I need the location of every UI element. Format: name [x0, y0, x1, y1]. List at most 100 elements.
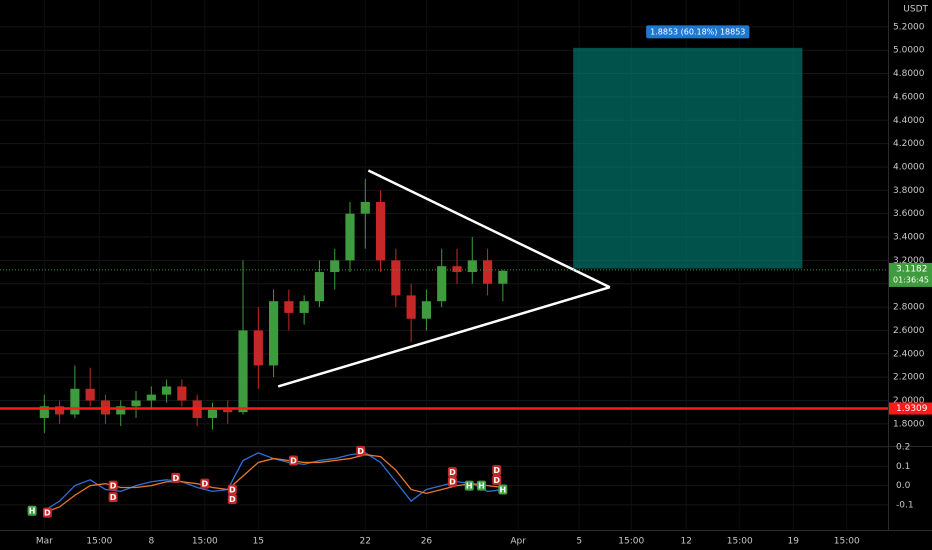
trendline — [277, 286, 611, 388]
x-tick-label: 15:00 — [86, 537, 112, 547]
y-tick-label: 2.0000 — [893, 396, 925, 406]
candle-body — [467, 260, 477, 273]
candle-body — [284, 301, 294, 313]
candle-body — [406, 295, 416, 319]
signal-label: H — [466, 482, 473, 491]
indicator-tick-label: -0.1 — [896, 500, 914, 510]
signal-label: D — [290, 457, 297, 466]
y-tick-label: 1.8000 — [893, 419, 925, 429]
signal-label: D — [449, 478, 456, 487]
x-tick-label: 19 — [788, 537, 800, 547]
candle-body — [238, 330, 248, 413]
signal-badge — [42, 507, 52, 518]
candle-body — [482, 260, 493, 284]
candle-body — [360, 201, 370, 214]
signal-label: D — [493, 466, 500, 475]
candle-body — [498, 270, 508, 284]
candle-body — [268, 301, 279, 366]
signal-label: D — [172, 474, 179, 483]
x-tick-label: 15:00 — [192, 537, 218, 547]
y-tick-label: 4.6000 — [893, 92, 925, 102]
y-tick-label: 4.4000 — [893, 116, 925, 126]
signal-label: D — [229, 495, 236, 504]
x-tick-label: 5 — [576, 537, 582, 547]
candle-body — [299, 301, 309, 313]
candle-body — [330, 260, 340, 273]
signal-label: D — [449, 468, 456, 477]
signal-badge — [108, 492, 118, 503]
signal-label: H — [478, 482, 485, 491]
candle-body — [207, 409, 218, 418]
x-tick-label: 8 — [148, 537, 154, 547]
trendline — [367, 169, 611, 289]
signal-badge — [288, 455, 298, 466]
x-tick-label: 22 — [360, 537, 371, 547]
x-tick-label: 26 — [421, 537, 433, 547]
x-tick-label: 15:00 — [727, 537, 753, 547]
signal-badge — [464, 480, 474, 491]
x-tick-label: Mar — [36, 537, 53, 547]
signal-badge — [108, 480, 118, 491]
signal-badge — [200, 478, 210, 489]
candle-body — [131, 400, 141, 407]
y-tick-label: 2.6000 — [893, 326, 925, 336]
y-tick-label: 3.4000 — [893, 233, 925, 243]
x-tick-label: 12 — [681, 537, 692, 547]
x-tick-label: 15:00 — [618, 537, 644, 547]
candle-body — [391, 260, 401, 296]
y-tick-label: 3.8000 — [893, 186, 925, 196]
last-price-label: 3.1182 — [896, 264, 928, 274]
signal-label: H — [29, 507, 36, 516]
signal-badge — [447, 476, 457, 487]
candle-body — [345, 213, 355, 261]
signal-label: D — [110, 482, 117, 491]
signal-label: D — [493, 476, 500, 485]
target-label: 1.8853 (60.18%) 18853 — [650, 27, 745, 36]
signal-badge — [27, 505, 37, 516]
candle-body — [253, 330, 263, 366]
x-tick-label: Apr — [510, 537, 526, 547]
indicator-tick-label: 0.0 — [896, 481, 911, 491]
countdown: 01:36:45 — [893, 275, 929, 284]
y-tick-label: 5.0000 — [893, 46, 925, 56]
candle-body — [70, 388, 80, 415]
candle-body — [437, 266, 447, 302]
signal-badge — [476, 480, 486, 491]
y-tick-label: 4.0000 — [893, 162, 925, 172]
y-tick-label: 2.4000 — [893, 349, 925, 359]
signal-label: D — [110, 493, 117, 502]
signal-badge — [356, 445, 366, 456]
candle-body — [177, 386, 187, 401]
signal-label: D — [201, 480, 208, 489]
target-box — [573, 47, 803, 269]
candle-body — [116, 406, 126, 415]
candle-body — [223, 409, 233, 413]
candle-body — [146, 394, 156, 401]
signal-label: D — [44, 509, 51, 518]
y-tick-label: 5.2000 — [893, 22, 925, 32]
signal-label: H — [499, 485, 506, 494]
signal-badge — [492, 474, 502, 485]
candle-body — [314, 272, 325, 302]
y-tick-label: 4.8000 — [893, 69, 925, 79]
y-tick-label: 2.8000 — [893, 303, 925, 313]
candle-body — [55, 406, 65, 415]
support-label-bg — [889, 402, 932, 415]
indicator-tick-label: 0.2 — [896, 443, 910, 453]
y-tick-label: 2.2000 — [893, 373, 925, 383]
candle-body — [85, 388, 95, 401]
candle-body — [39, 406, 49, 418]
last-price-bg — [889, 262, 932, 287]
target-label-bg — [646, 25, 750, 39]
candle-body — [162, 386, 172, 395]
candle-body — [421, 301, 432, 319]
signal-badge — [171, 472, 181, 483]
signal-badge — [227, 484, 237, 495]
signal-badge — [447, 467, 457, 478]
indicator-tick-label: 0.1 — [896, 462, 910, 472]
indicator-line — [44, 454, 503, 514]
signal-label: D — [357, 447, 364, 456]
signal-badge — [498, 484, 508, 495]
candle-body — [452, 266, 462, 273]
